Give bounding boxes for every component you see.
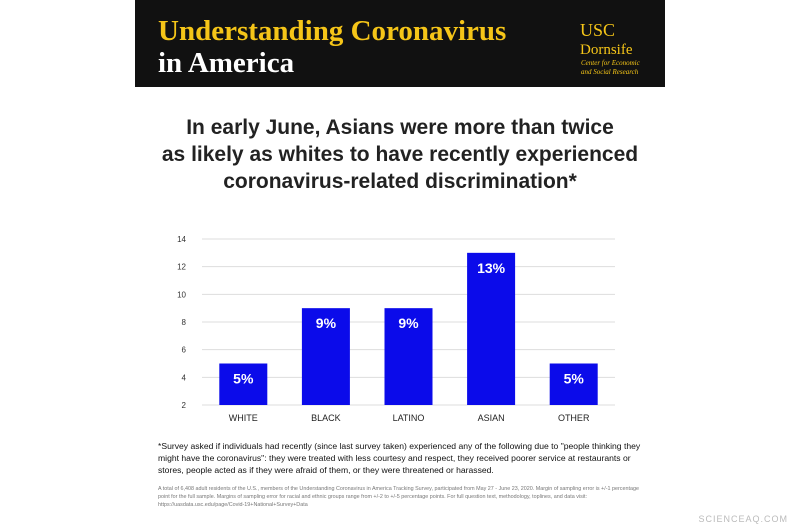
- footnote: *Survey asked if individuals had recentl…: [158, 441, 641, 475]
- logo-sub: and Social Research: [581, 68, 639, 76]
- header-title: Understanding Coronavirus: [158, 15, 506, 47]
- bar: [301, 308, 350, 405]
- value-label: 5%: [233, 371, 254, 387]
- y-tick-label: 14: [177, 235, 186, 244]
- x-tick-label: BLACK: [311, 413, 341, 423]
- bar: [467, 252, 516, 405]
- header-title: in America: [158, 47, 295, 79]
- logo-sub: Center for Economic: [581, 59, 641, 67]
- y-tick-label: 12: [177, 263, 186, 272]
- x-tick-label: OTHER: [558, 413, 590, 423]
- y-tick-label: 6: [182, 346, 187, 355]
- logo: USC: [580, 20, 615, 40]
- chart-title: In early June, Asians were more than twi…: [186, 116, 614, 139]
- value-label: 9%: [316, 315, 337, 331]
- bar: [549, 363, 598, 405]
- watermark: SCIENCEAQ.COM: [698, 514, 788, 524]
- y-tick-label: 8: [182, 318, 187, 327]
- value-label: 5%: [564, 371, 585, 387]
- bar: [384, 308, 433, 405]
- x-tick-label: WHITE: [229, 413, 258, 423]
- y-tick-label: 10: [177, 290, 186, 299]
- y-tick-label: 2: [182, 401, 187, 410]
- source-note: A total of 6,408 adult residents of the …: [158, 486, 639, 508]
- chart-title: as likely as whites to have recently exp…: [162, 143, 638, 166]
- x-tick-label: ASIAN: [478, 413, 505, 423]
- bar: [219, 363, 268, 405]
- y-tick-label: 4: [182, 373, 187, 382]
- x-tick-label: LATINO: [393, 413, 425, 423]
- value-label: 13%: [477, 260, 506, 276]
- logo: Dornsife: [580, 42, 633, 58]
- chart-title: coronavirus-related discrimination*: [223, 170, 577, 193]
- header-band: [135, 0, 665, 87]
- value-label: 9%: [398, 315, 419, 331]
